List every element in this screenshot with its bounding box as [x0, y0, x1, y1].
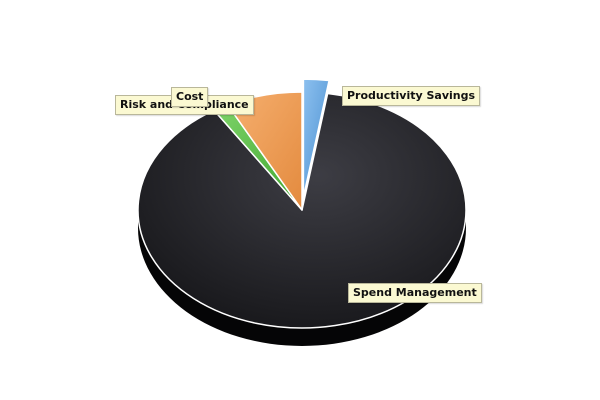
slice-label-spend-management: Spend Management	[348, 283, 482, 303]
slice-label-cost: Cost	[171, 87, 209, 107]
slice-label-productivity-savings: Productivity Savings	[342, 86, 481, 106]
pie-slice-productivity-savings[interactable]	[302, 78, 330, 198]
